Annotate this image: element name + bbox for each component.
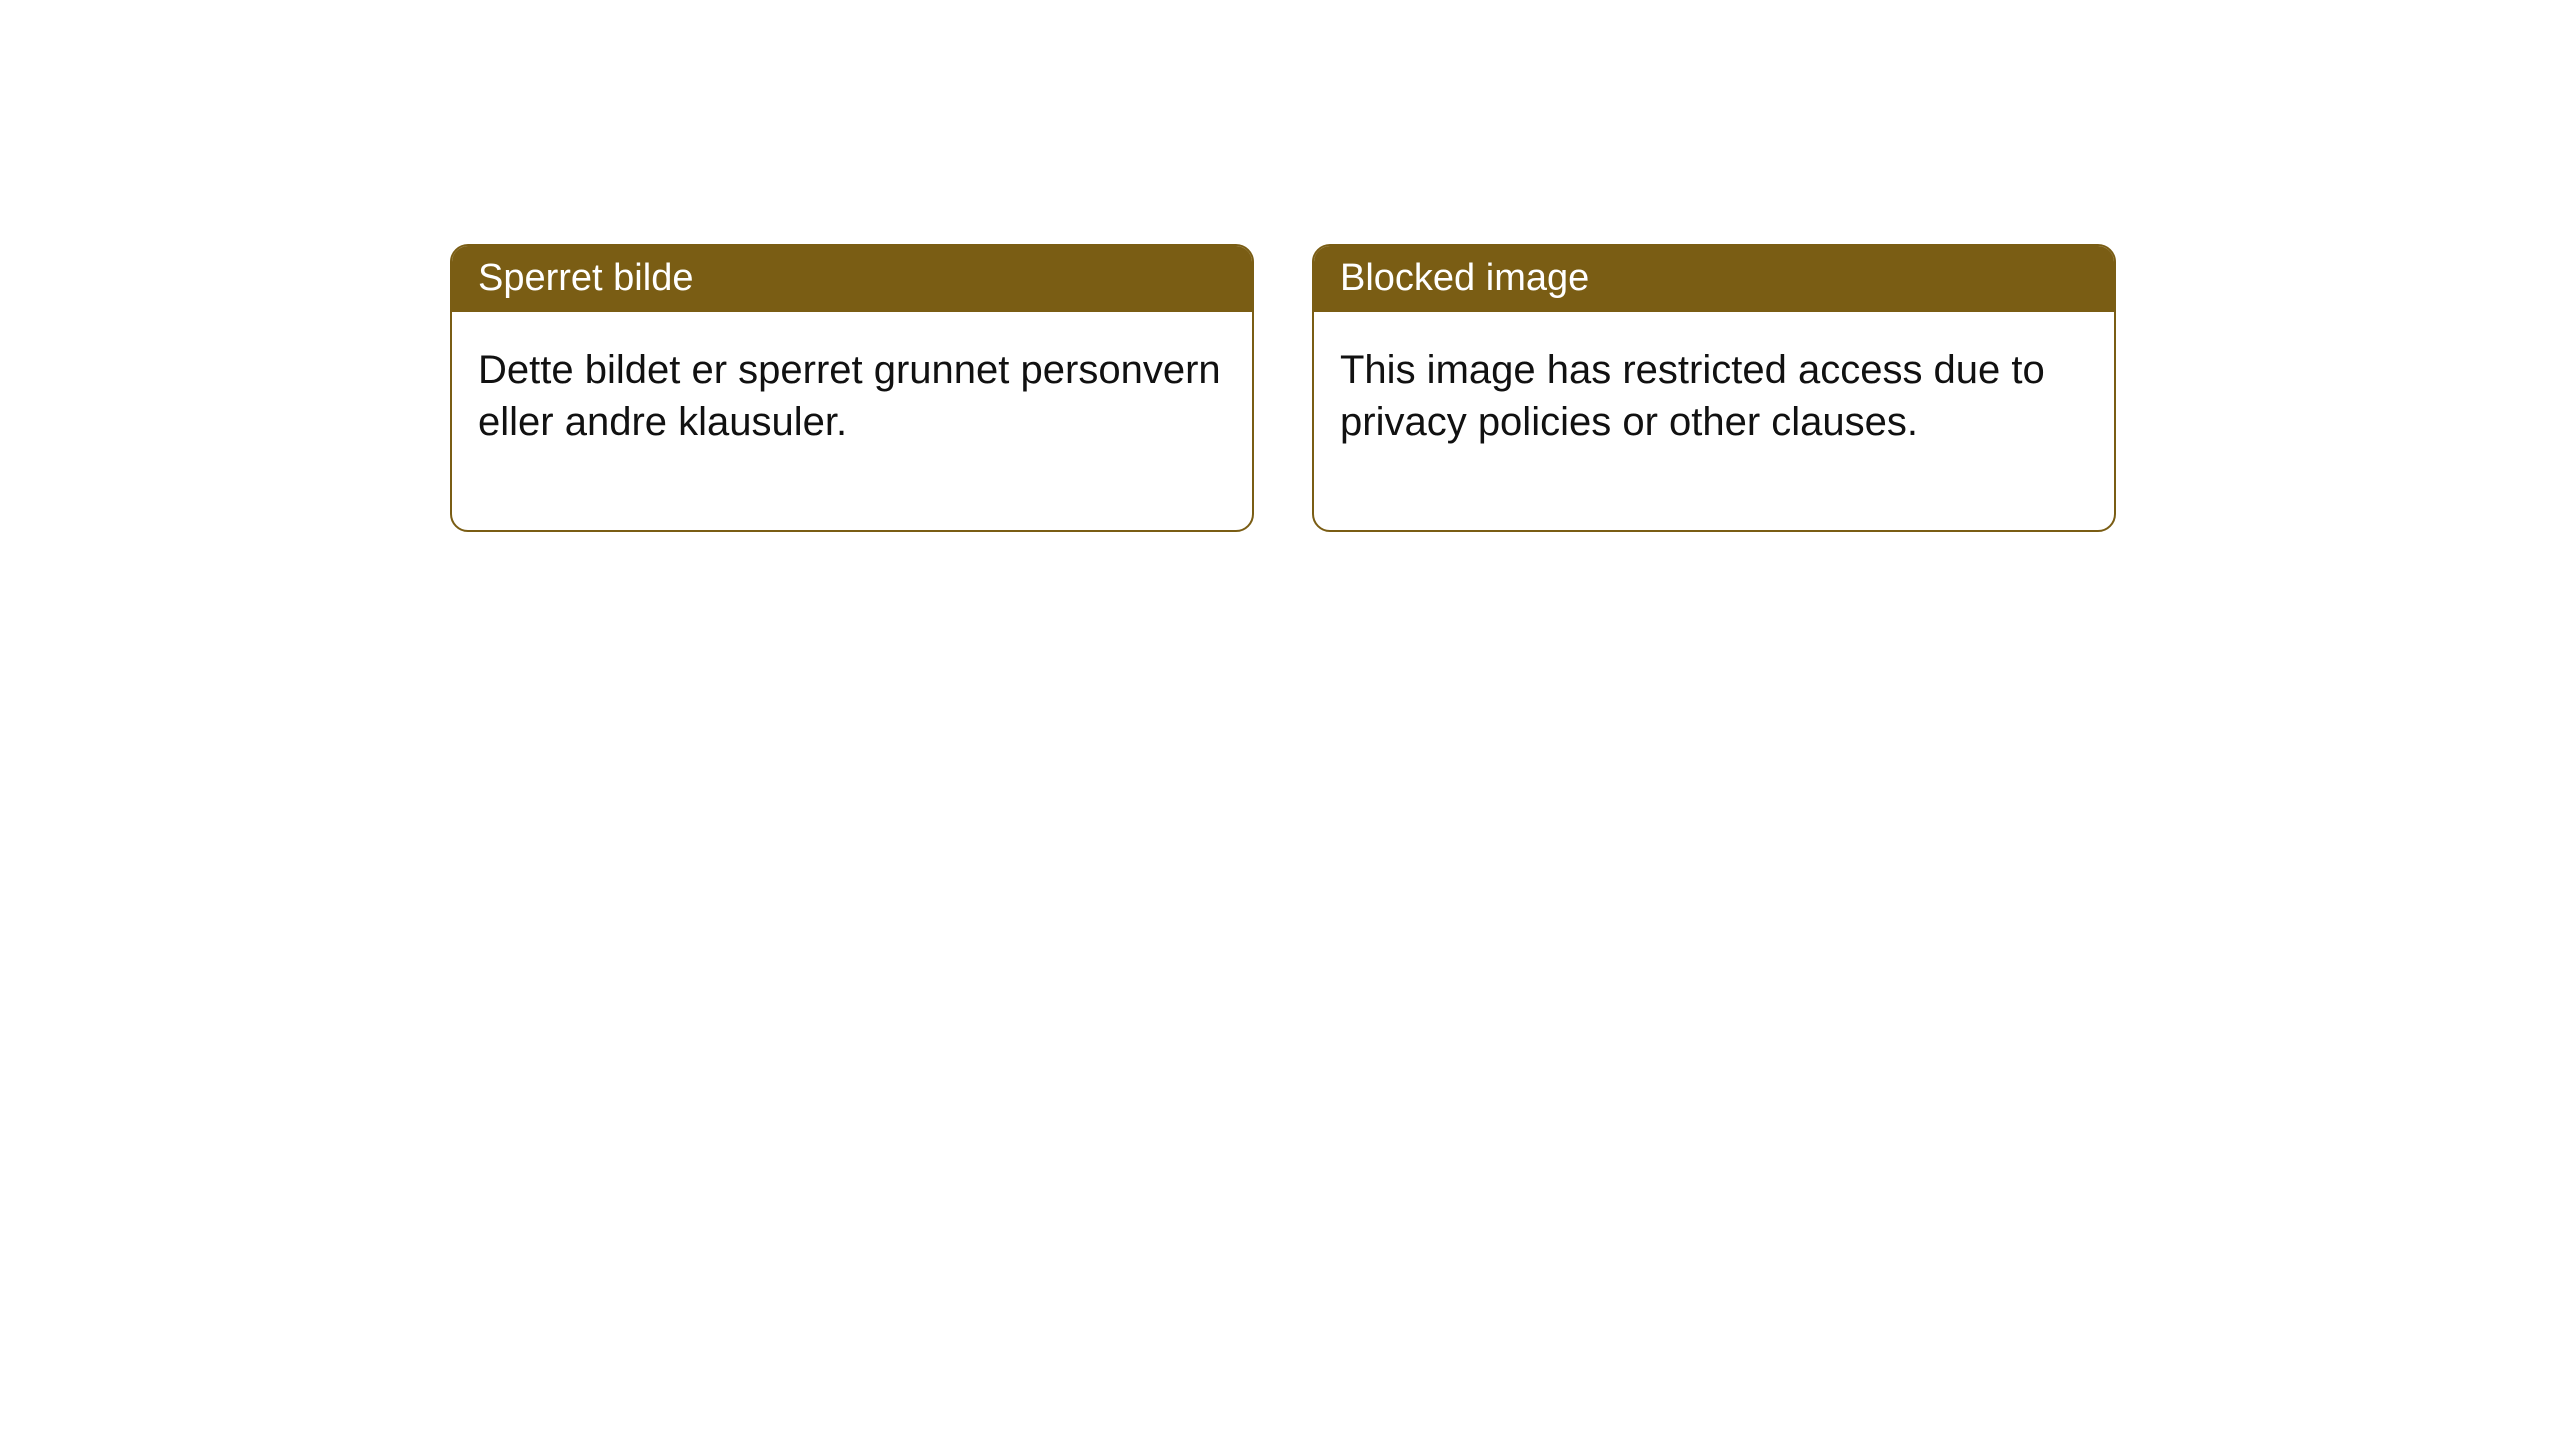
- card-body-text: This image has restricted access due to …: [1340, 348, 2045, 444]
- notice-card-norwegian: Sperret bilde Dette bildet er sperret gr…: [450, 244, 1254, 532]
- notice-card-english: Blocked image This image has restricted …: [1312, 244, 2116, 532]
- card-header-label: Blocked image: [1340, 257, 1589, 299]
- card-body: This image has restricted access due to …: [1314, 312, 2114, 530]
- notice-container: Sperret bilde Dette bildet er sperret gr…: [0, 0, 2560, 532]
- card-body: Dette bildet er sperret grunnet personve…: [452, 312, 1252, 530]
- card-header: Sperret bilde: [452, 246, 1252, 312]
- card-header: Blocked image: [1314, 246, 2114, 312]
- card-body-text: Dette bildet er sperret grunnet personve…: [478, 348, 1221, 444]
- card-header-label: Sperret bilde: [478, 257, 693, 299]
